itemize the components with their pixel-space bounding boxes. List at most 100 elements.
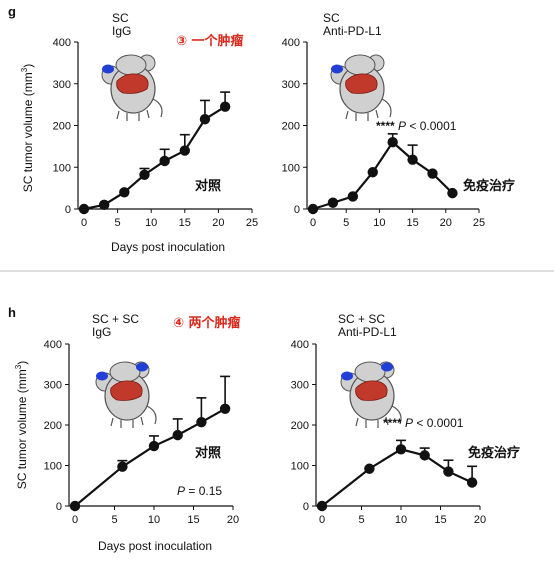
data-point [117, 461, 128, 472]
mouse-tail [381, 98, 392, 118]
y-tick-label: 0 [56, 501, 62, 513]
liver-shape [110, 380, 143, 401]
data-point [78, 203, 90, 215]
y-axis-label-close: ) [21, 64, 35, 68]
data-point [159, 155, 170, 167]
x-tick-label: 5 [115, 217, 121, 229]
note-cn: 对照 [195, 445, 221, 461]
stat-p: P [405, 416, 413, 430]
liver-shape [345, 73, 378, 94]
data-point [219, 101, 231, 112]
stat-p: P [177, 484, 185, 498]
x-tick-label: 15 [434, 514, 446, 526]
stat-annotation: P = 0.15 [177, 484, 222, 498]
group-label-line: SC [323, 11, 340, 25]
data-point [179, 145, 190, 156]
x-tick-label: 10 [148, 514, 160, 526]
x-tick-label: 5 [111, 514, 117, 526]
x-tick-label: 20 [474, 514, 486, 526]
liver-shape [355, 380, 388, 401]
y-axis-label: SC tumor volume (mm3) [14, 361, 29, 489]
x-tick-label: 10 [395, 514, 407, 526]
stat-annotation: **** P < 0.0001 [376, 119, 457, 133]
y-tick-label: 400 [44, 339, 62, 351]
data-point [395, 444, 407, 455]
mouse-tail [146, 405, 157, 425]
data-point [466, 477, 478, 488]
y-tick-label: 300 [53, 79, 71, 91]
y-tick-label: 200 [291, 420, 309, 432]
x-tick-label: 15 [406, 217, 418, 229]
x-tick-label: 5 [343, 217, 349, 229]
tumor-marker [331, 64, 343, 74]
mouse-illustration [330, 54, 392, 121]
tumor-marker [341, 371, 353, 381]
y-axis-label-main: SC tumor volume (mm [15, 369, 29, 489]
note-cn: 免疫治疗 [468, 445, 520, 461]
y-tick-label: 200 [44, 420, 62, 432]
x-axis-label: Days post inoculation [111, 240, 225, 254]
x-tick-label: 25 [246, 217, 258, 229]
data-point [316, 500, 328, 512]
data-point [98, 199, 110, 211]
mouse-feet [355, 416, 389, 428]
data-point [447, 187, 458, 199]
mouse-feet [110, 416, 144, 428]
stat-p: P [398, 119, 406, 133]
tumor-marker [102, 64, 114, 74]
mouse-feet [345, 109, 379, 121]
data-point [347, 191, 359, 202]
data-point [199, 114, 211, 125]
x-axis-label: Days post inoculation [98, 539, 212, 553]
tumor-marker [96, 371, 108, 381]
y-tick-label: 400 [53, 37, 71, 49]
data-point [387, 137, 398, 148]
group-label-line: SC + SC [92, 312, 139, 326]
x-tick-label: 20 [227, 514, 239, 526]
mouse-tail [152, 98, 163, 118]
stat-stars: **** [383, 416, 405, 430]
data-point [148, 440, 160, 452]
y-tick-label: 100 [53, 162, 71, 174]
y-tick-label: 100 [282, 162, 300, 174]
y-tick-label: 100 [44, 461, 62, 473]
data-point [364, 463, 375, 474]
x-tick-label: 0 [310, 217, 316, 229]
x-tick-label: 0 [81, 217, 87, 229]
y-tick-label: 0 [294, 204, 300, 216]
group-label-line: SC + SC [338, 312, 385, 326]
data-point [427, 168, 438, 179]
data-point [407, 154, 418, 165]
data-point [419, 450, 430, 461]
y-tick-label: 100 [291, 461, 309, 473]
liver-shape [116, 73, 149, 94]
mouse-head [344, 54, 376, 76]
group-label-line: Anti-PD-L1 [338, 325, 397, 339]
panel-label: g [8, 4, 16, 19]
data-point [307, 203, 319, 215]
y-tick-label: 200 [282, 121, 300, 133]
chart-panel-1: g 0 5 10 15 20 25 0 100 200 300 400 Days post inocul… [8, 4, 258, 254]
data-point [219, 403, 231, 414]
group-label-line: SC [112, 11, 129, 25]
data-point [172, 429, 183, 441]
series-line [321, 448, 473, 507]
data-point [367, 167, 378, 178]
y-axis-label: SC tumor volume (mm3) [20, 64, 35, 192]
group-label-line: IgG [92, 325, 111, 339]
mouse-feet [116, 109, 150, 121]
note-cn: 免疫治疗 [463, 178, 515, 194]
x-tick-label: 15 [179, 217, 191, 229]
group-label-line: IgG [112, 24, 131, 38]
y-axis-label-main: SC tumor volume (mm [21, 72, 35, 192]
mouse-illustration [95, 361, 157, 428]
y-axis-label-close: ) [15, 361, 29, 365]
stat-annotation: **** P < 0.0001 [383, 416, 464, 430]
x-tick-label: 15 [187, 514, 199, 526]
annotation-cn: ③ 一个肿瘤 [176, 33, 244, 49]
tumor-marker [136, 362, 148, 372]
